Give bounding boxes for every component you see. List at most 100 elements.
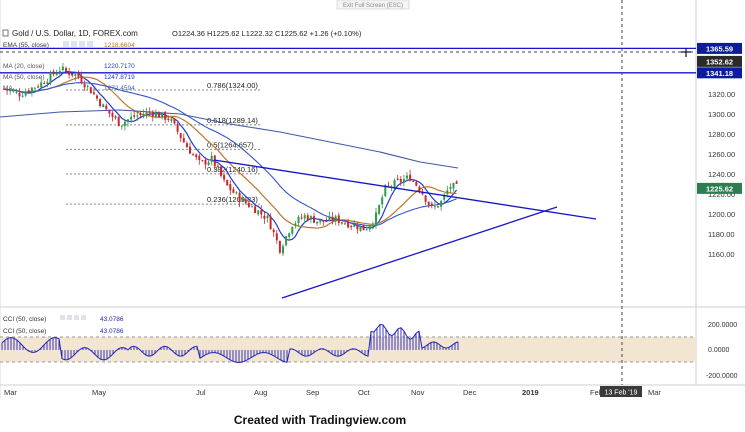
cci-axis-bottom: -200.0000 [706, 373, 738, 380]
horizontal-levels[interactable] [0, 47, 696, 74]
candle-body [278, 240, 281, 253]
candle-body [396, 178, 399, 180]
candle-body [399, 178, 402, 183]
candle-body [68, 71, 71, 75]
cci-legend-label-2[interactable]: CCI (50, close) [3, 328, 46, 335]
candle-body [167, 118, 170, 120]
candle-body [424, 195, 427, 202]
price-axis-label: 1300.00 [708, 110, 735, 119]
candle-body [74, 74, 77, 76]
ma50-legend-label[interactable]: MA (50, close) [3, 74, 45, 81]
candle-body [350, 225, 353, 227]
time-axis-label: Mar [4, 388, 17, 397]
candle-body [449, 186, 452, 190]
candle-body [418, 186, 421, 192]
candle-body [362, 224, 365, 231]
price-badge-label: 1341.18 [706, 69, 733, 78]
ma-slow-line [0, 109, 459, 169]
candle-body [170, 118, 173, 121]
candle-body [123, 121, 126, 126]
moving-averages [0, 70, 459, 241]
candle-body [368, 226, 371, 230]
candle-body [127, 119, 129, 123]
candle-body [313, 216, 315, 223]
crosshair-date-label: 13 Feb '19 [605, 390, 638, 397]
candle-body [65, 68, 67, 71]
candle-body [102, 104, 105, 108]
candle-body [247, 203, 250, 207]
candle-body [179, 133, 182, 139]
candle-body [309, 216, 312, 220]
price-axis[interactable]: 1320.00 1300.00 1280.00 1260.00 1240.00 1220.… [708, 90, 735, 259]
ema-legend-value: 1218.6604 [104, 42, 135, 49]
time-axis-label: Jul [196, 388, 206, 397]
candle-body [440, 200, 443, 207]
time-axis-label: Sep [306, 388, 319, 397]
candle-body [387, 185, 390, 187]
candle-body [182, 138, 185, 143]
candle-body [37, 86, 40, 88]
candle-body [139, 113, 142, 115]
candle-body [176, 124, 179, 132]
cci-legend-controls-icon[interactable] [60, 315, 86, 320]
crosshair-plus-icon [681, 48, 691, 57]
collapse-icon[interactable] [2, 29, 9, 37]
candle-body [319, 220, 322, 223]
candlestick-series [3, 62, 458, 257]
symbol-title: Gold / U.S. Dollar, 1D, FOREX.com [12, 29, 138, 38]
candle-body [415, 181, 418, 186]
price-axis-label: 1240.00 [708, 170, 735, 179]
candle-body [269, 216, 272, 230]
ema-legend-label[interactable]: EMA (55, close) [3, 42, 49, 49]
candle-body [306, 215, 309, 221]
candle-body [340, 222, 343, 224]
candle-body [288, 233, 291, 238]
candle-body [213, 155, 216, 167]
price-badge-label: 1365.59 [706, 44, 733, 53]
candle-body [263, 215, 266, 219]
candle-body [402, 179, 405, 183]
fib-label: 0.786(1324.00) [207, 81, 258, 90]
candle-body [353, 224, 356, 227]
time-axis[interactable]: Mar May Jul Aug Sep Oct Nov Dec 2019 Feb Mar [4, 388, 661, 397]
candle-body [71, 73, 74, 76]
candle-body [210, 155, 213, 162]
legend-controls-icon[interactable] [63, 41, 93, 47]
price-badge-label: 1225.62 [706, 184, 733, 193]
candle-body [9, 90, 12, 92]
candle-body [136, 115, 139, 117]
candle-body [173, 118, 176, 124]
candle-body [254, 206, 257, 214]
candle-body [130, 116, 133, 120]
candle-body [55, 73, 58, 76]
candle-body [145, 111, 148, 115]
candle-body [412, 180, 415, 182]
candle-body [58, 70, 61, 73]
candle-body [334, 216, 337, 222]
ma20-line [3, 70, 458, 241]
cci-legend-label-1[interactable]: CCI (50, close) [3, 316, 46, 323]
price-badge [697, 42, 742, 54]
ma20-legend-label[interactable]: MA (20, close) [3, 63, 45, 70]
candle-body [275, 233, 278, 241]
triangle-trendlines[interactable] [213, 159, 597, 299]
ma50-line [3, 82, 457, 227]
candle-body [297, 216, 300, 223]
candle-body [223, 175, 226, 180]
fibonacci-levels: 0.786(1324.00) 0.618(1289.14) 0.5(1264.657… [66, 81, 262, 205]
candle-body [86, 85, 89, 87]
ma-legend-label[interactable]: MA [3, 85, 13, 92]
candle-body [189, 146, 191, 154]
candle-body [322, 220, 325, 222]
candle-body [80, 75, 83, 83]
price-axis-label: 1280.00 [708, 130, 735, 139]
ohlc-values: O1224.36 H1225.62 L1222.32 C1225.62 +1.2… [172, 29, 362, 38]
price-badge [697, 67, 742, 79]
exit-fullscreen-button[interactable]: Exit Full Screen (ESC) [343, 3, 403, 9]
candle-body [12, 90, 15, 92]
fib-label: 0.236(1209.83) [207, 195, 258, 204]
time-axis-label: Oct [358, 388, 371, 397]
time-axis-label: Mar [648, 388, 661, 397]
candle-body [27, 90, 30, 93]
